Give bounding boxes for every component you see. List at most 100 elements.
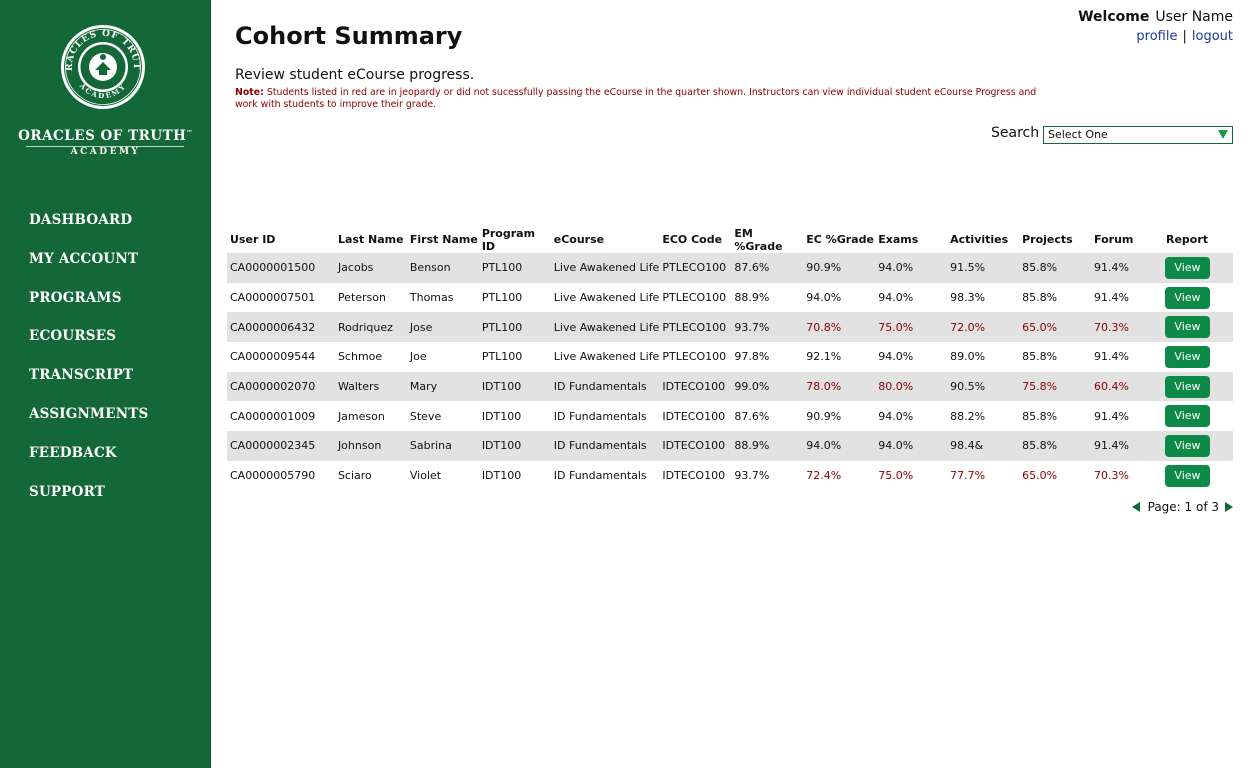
prev-page-icon[interactable]	[1131, 502, 1140, 512]
cell-activities: 90.5%	[947, 371, 1020, 402]
cell-em-grade: 93.7%	[734, 469, 770, 483]
cell-report: View	[1162, 431, 1233, 461]
logout-link[interactable]: logout	[1191, 29, 1233, 44]
view-report-button[interactable]: View	[1164, 345, 1210, 368]
cell-eco-code: PTLECO100	[659, 312, 732, 343]
cell-eco-code: PTLECO100	[662, 291, 727, 305]
cell-report: View	[1163, 461, 1233, 491]
cell-projects: 85.8%	[1019, 431, 1092, 461]
cell-program-id: IDT100	[478, 431, 551, 461]
sidebar-item-dashboard[interactable]: DASHBOARD	[29, 212, 133, 228]
cell-forum: 91.4%	[1091, 431, 1163, 461]
cell-last-name: Schmoe	[337, 350, 383, 364]
sidebar-item-transcript[interactable]: TRANSCRIPT	[29, 367, 134, 384]
cell-program-id: PTL100	[478, 253, 551, 283]
sidebar-item-assignments[interactable]: ASSIGNMENTS	[29, 405, 149, 422]
cell-ec-grade: 72.4%	[806, 469, 842, 483]
note-label: Note:	[235, 87, 264, 98]
dropdown-arrow-icon[interactable]	[1218, 130, 1228, 139]
cell-activities: 98.4&	[947, 431, 1020, 461]
view-report-button[interactable]: View	[1164, 256, 1210, 279]
cell-first-name: Thomas	[409, 291, 454, 305]
search-select-value: Select One	[1048, 128, 1108, 141]
table-row: CA0000002345 Johnson Sabrina IDT100 ID Funda…	[227, 431, 1233, 461]
view-report-button[interactable]: View	[1164, 405, 1210, 428]
cell-last-name: Walters	[334, 371, 407, 402]
cell-report: View	[1163, 283, 1233, 313]
cell-first-name: Joe	[409, 350, 427, 364]
cell-first-name: Violet	[409, 469, 442, 483]
cell-forum: 91.4%	[1091, 253, 1163, 283]
cell-forum: 60.4%	[1091, 371, 1163, 402]
cell-first-name: Sabrina	[406, 431, 479, 461]
col-em-grade: EM %Grade	[734, 226, 783, 253]
cell-user-id: CA0000002345	[227, 431, 335, 461]
col-user-id: User ID	[230, 233, 276, 246]
cell-forum: 91.4%	[1094, 291, 1129, 305]
table-row: CA0000009544 Schmoe Joe PTL100 Live Awakened…	[227, 342, 1233, 372]
user-links: profile | logout	[1136, 29, 1233, 44]
cell-ecourse: ID Fundamentals	[553, 469, 647, 483]
cell-user-id: CA0000002070	[227, 371, 335, 402]
view-report-button[interactable]: View	[1164, 434, 1210, 457]
search-select[interactable]: Select One	[1043, 126, 1233, 144]
cell-em-grade: 87.6%	[731, 253, 804, 283]
cell-last-name: Johnson	[334, 431, 407, 461]
next-page-icon[interactable]	[1225, 502, 1233, 512]
cell-em-grade: 97.8%	[734, 350, 770, 364]
view-report-button[interactable]: View	[1164, 316, 1210, 339]
cell-user-id: CA0000009544	[230, 350, 316, 364]
cell-eco-code: IDTECO100	[659, 371, 732, 402]
col-exams: Exams	[878, 233, 919, 246]
cell-eco-code: IDTECO100	[662, 469, 726, 483]
view-report-button[interactable]: View	[1164, 286, 1210, 309]
profile-link[interactable]: profile	[1136, 29, 1178, 44]
instructor-note: Note: Students listed in red are in jeop…	[235, 87, 1055, 110]
page-subtitle: Review student eCourse progress.	[235, 67, 475, 83]
page-title: Cohort Summary	[235, 22, 463, 50]
cell-ecourse: ID Fundamentals	[553, 409, 647, 423]
cell-program-id: PTL100	[481, 350, 523, 364]
cell-report: View	[1162, 312, 1233, 343]
view-report-button[interactable]: View	[1164, 464, 1210, 487]
cell-exams: 94.0%	[878, 350, 914, 364]
cell-last-name: Sciaro	[337, 469, 372, 483]
col-last-name: Last Name	[337, 233, 404, 246]
cell-program-id: PTL100	[481, 291, 523, 305]
sidebar-nav: DASHBOARD MY ACCOUNT PROGRAMS ECOURSES T…	[29, 210, 148, 520]
cell-projects: 85.8%	[1022, 350, 1058, 364]
cell-exams: 94.0%	[878, 409, 914, 423]
sidebar-item-programs[interactable]: PROGRAMS	[29, 289, 122, 306]
cell-ecourse: Live Awakened Life	[553, 350, 660, 364]
brand-subtitle: ACADEMY	[70, 147, 141, 157]
cell-last-name: Jameson	[337, 409, 385, 423]
cell-ecourse: Live Awakened Life	[550, 253, 660, 283]
col-forum: Forum	[1094, 233, 1134, 246]
cell-projects: 85.8%	[1022, 291, 1058, 305]
cell-report: View	[1162, 371, 1233, 402]
cell-ecourse: Live Awakened Life	[550, 312, 660, 343]
cell-em-grade: 87.6%	[734, 409, 770, 423]
col-projects: Projects	[1022, 233, 1073, 246]
cell-ec-grade: 94.0%	[806, 291, 842, 305]
cell-projects: 65.0%	[1022, 469, 1058, 483]
sidebar: ORACLES OF TRUTH ACADEMY ORACLES OF TRUT…	[0, 0, 211, 768]
cell-user-id: CA0000006432	[227, 312, 335, 343]
cell-program-id: IDT100	[478, 371, 551, 402]
sidebar-item-ecourses[interactable]: ECOURSES	[29, 328, 117, 345]
sidebar-item-my-account[interactable]: MY ACCOUNT	[29, 250, 139, 267]
cell-activities: 72.0%	[947, 312, 1020, 343]
sidebar-item-feedback[interactable]: FEEDBACK	[29, 444, 117, 461]
cell-first-name: Mary	[406, 371, 479, 402]
cell-forum: 91.4%	[1094, 409, 1129, 423]
sidebar-item-support[interactable]: SUPPORT	[29, 483, 106, 500]
col-report: Report	[1165, 233, 1209, 246]
cell-eco-code: IDTECO100	[662, 409, 726, 423]
brand-name: ORACLES OF TRUTH™	[18, 128, 193, 144]
cell-projects: 75.8%	[1019, 371, 1092, 402]
cell-exams: 75.0%	[875, 312, 948, 343]
welcome-message: Welcome User Name	[1078, 9, 1233, 25]
cell-report: View	[1162, 253, 1233, 283]
cell-ecourse: ID Fundamentals	[550, 371, 660, 402]
view-report-button[interactable]: View	[1164, 375, 1210, 398]
